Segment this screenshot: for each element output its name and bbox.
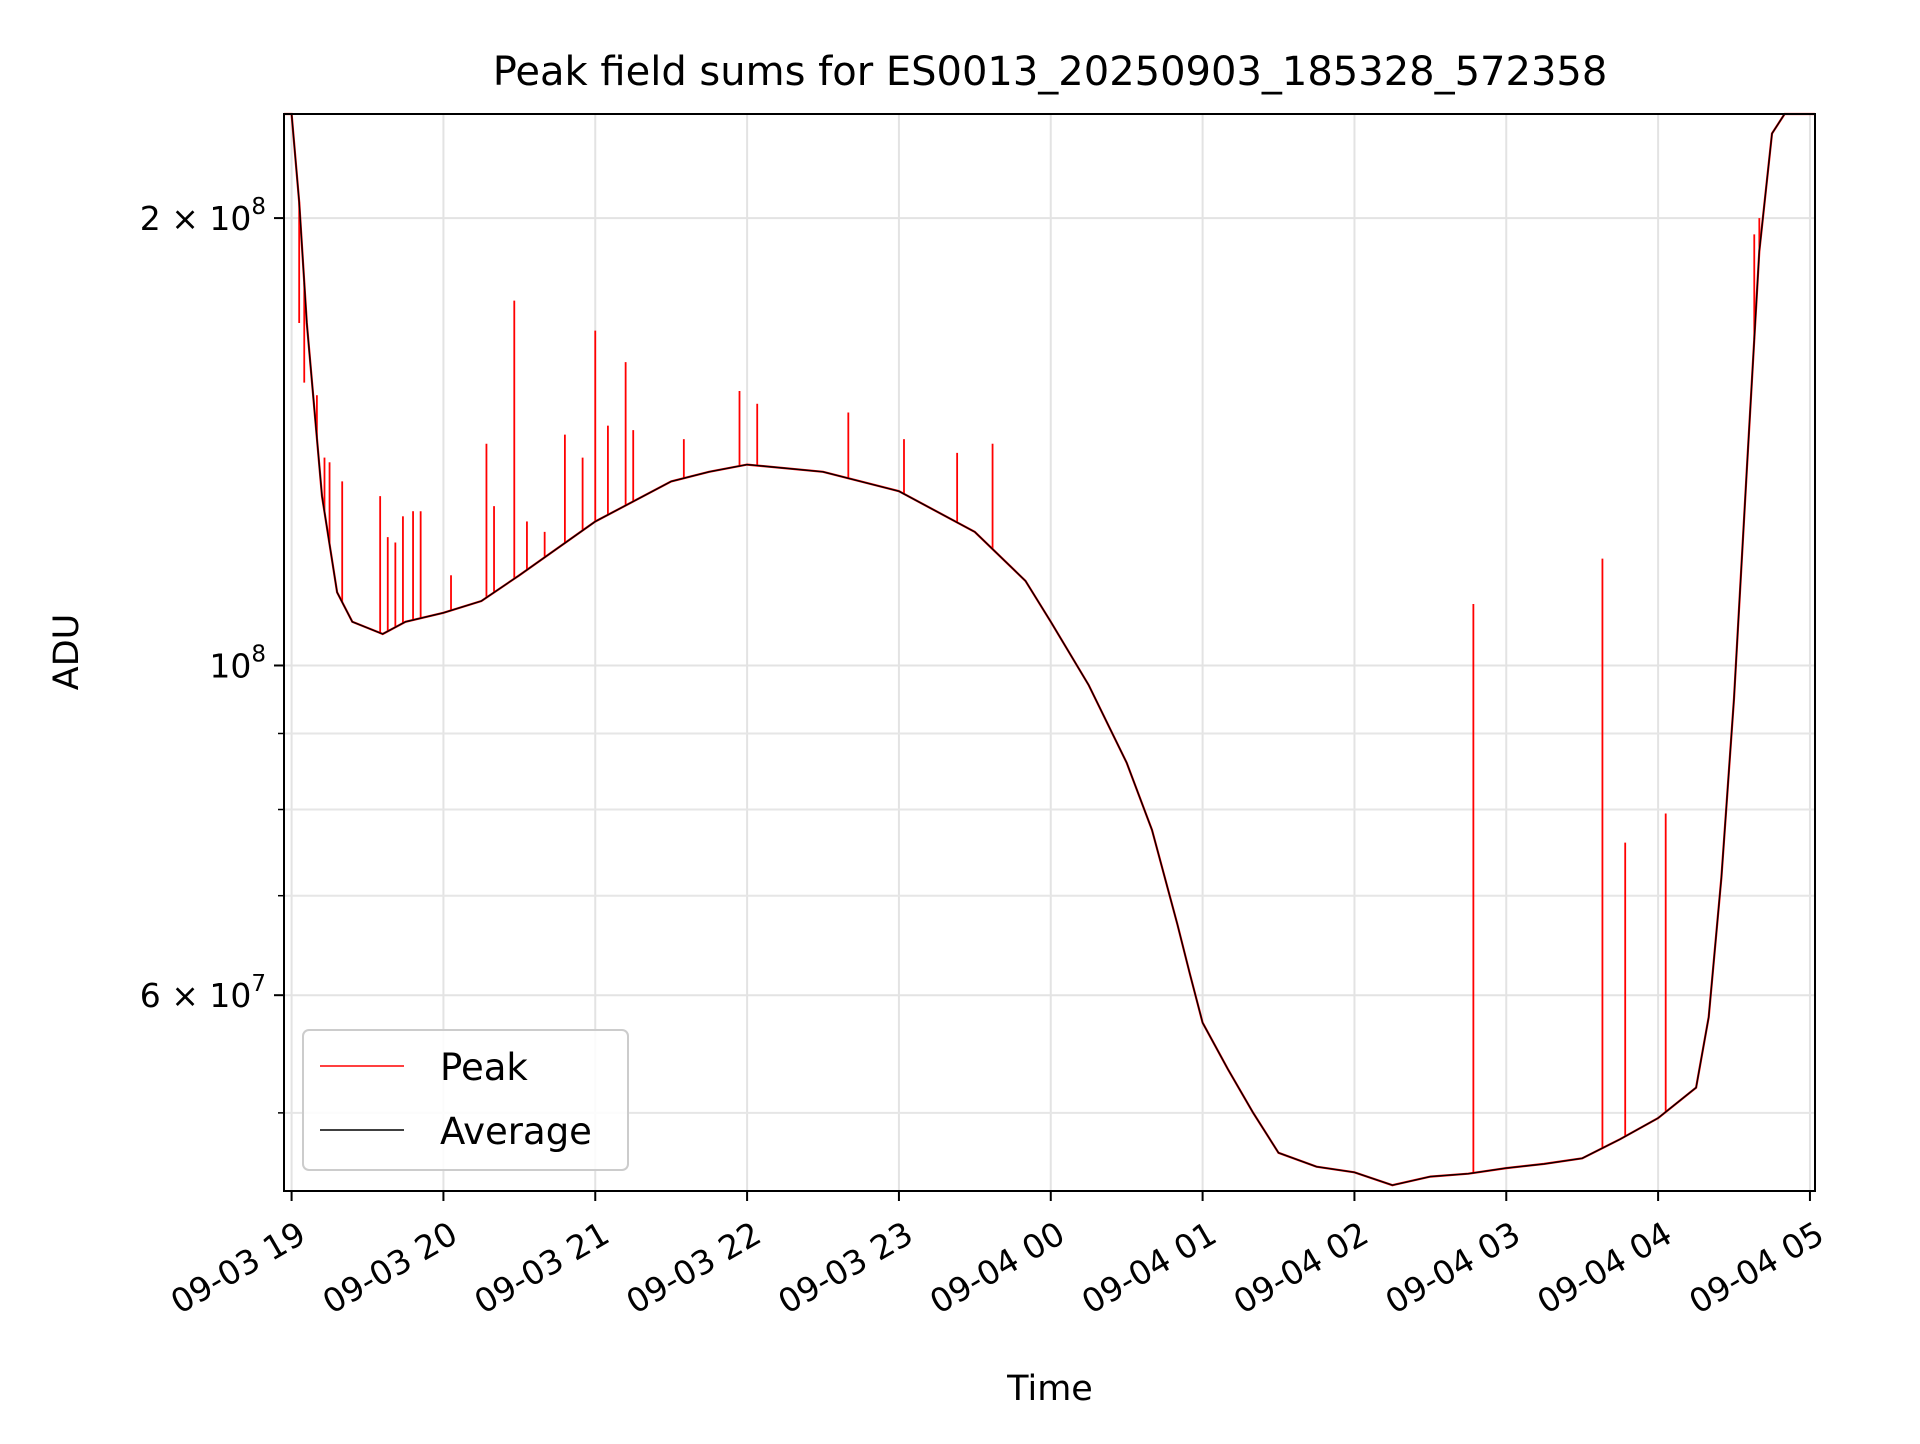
x-tick-label: 09-03 22 [619,1214,767,1322]
legend-label-average: Average [440,1110,592,1153]
x-tick-label: 09-03 21 [468,1214,616,1322]
x-tick-label: 09-03 23 [771,1214,919,1322]
x-tick-label: 09-03 20 [316,1214,464,1322]
series-layer [284,112,1815,1187]
y-axis-ticks: 2 × 108 108 6 × 107 [140,194,284,1114]
legend-box [302,1029,629,1171]
legend: Peak Average [302,1029,629,1171]
x-tick-label: 09-04 01 [1075,1214,1223,1322]
chart-title: Peak field sums for ES0013_20250903_1853… [493,49,1608,95]
x-tick-label: 09-04 05 [1682,1214,1830,1322]
x-axis-ticks: 09-03 19 09-03 20 09-03 21 09-03 22 09-03 23… [164,1191,1830,1322]
series-line-peak [284,112,1815,1187]
plot-frame [283,113,1816,1192]
y-tick-label: 2 × 108 [140,194,266,238]
y-axis-label: ADU [47,614,87,691]
x-axis-label: Time [1006,1369,1093,1409]
x-tick-label: 09-03 19 [164,1214,312,1322]
legend-label-peak: Peak [440,1046,528,1089]
x-tick-label: 09-04 02 [1227,1214,1375,1322]
y-tick-label: 108 [209,641,266,685]
series-line-average [284,113,1815,1186]
y-tick-label: 6 × 107 [140,971,266,1015]
x-tick-label: 09-04 03 [1379,1214,1527,1322]
x-tick-label: 09-04 04 [1531,1214,1679,1322]
x-tick-label: 09-04 00 [923,1214,1071,1322]
